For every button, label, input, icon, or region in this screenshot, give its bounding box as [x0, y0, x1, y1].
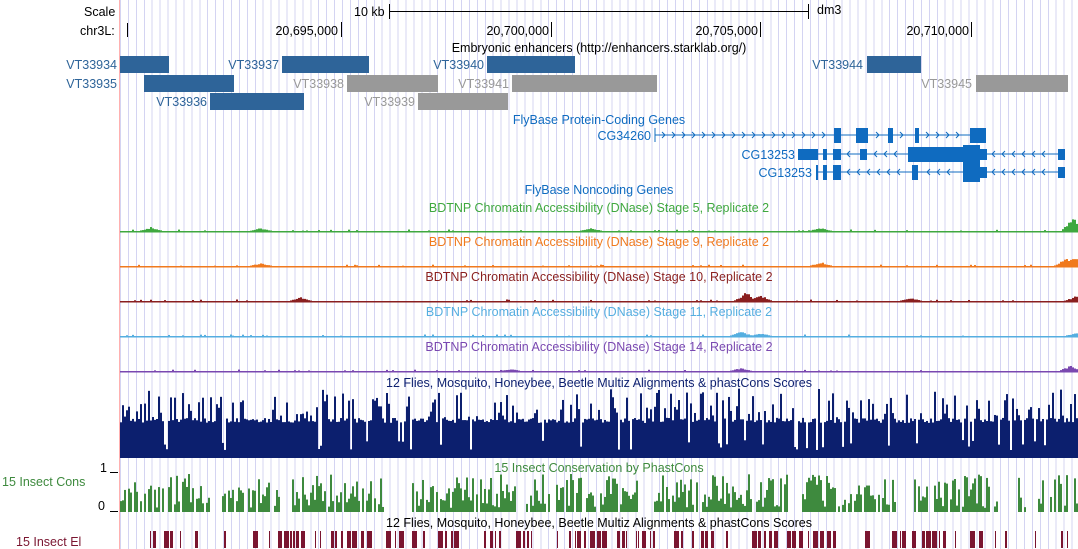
phastcons-track-title[interactable]: 15 Insect Conservation by PhastCons	[494, 461, 704, 475]
elements-track-title[interactable]: 12 Flies, Mosquito, Honeybee, Beetle Mul…	[386, 516, 812, 530]
scale-label: Scale	[84, 5, 116, 19]
enhancers-track-title[interactable]: Embryonic enhancers (http://enhancers.st…	[451, 41, 747, 55]
dnase-stage14-signal[interactable]	[120, 355, 1078, 373]
elements-side-label[interactable]: 15 Insect El	[16, 535, 82, 549]
phastcons-axis-min: 0	[98, 499, 105, 513]
assembly-label: dm3	[817, 3, 842, 17]
gene-label-cg13253[interactable]: CG13253	[741, 148, 795, 162]
enhancer-label-vt33945[interactable]: VT33945	[921, 77, 972, 91]
scale-bar-right-tick	[808, 4, 809, 19]
enhancer-vt33939[interactable]	[418, 93, 508, 110]
enhancer-label-vt33937[interactable]: VT33937	[228, 58, 279, 72]
left-margin-divider	[119, 0, 120, 549]
phastcons-side-label[interactable]: 15 Insect Cons	[2, 475, 86, 489]
phastcons-axis-min-tick	[110, 511, 118, 512]
phastcons-axis-max-tick	[110, 472, 118, 473]
enhancer-label-vt33934[interactable]: VT33934	[66, 58, 117, 72]
gene-model-cg34260	[654, 128, 986, 143]
phastcons-axis-max: 1	[100, 461, 107, 475]
ruler-tick	[341, 22, 342, 37]
enhancer-label-vt33935[interactable]: VT33935	[66, 77, 117, 91]
dnase-stage11-signal[interactable]	[120, 320, 1078, 338]
enhancer-label-vt33939[interactable]: VT33939	[364, 95, 415, 109]
dnase-stage5-signal[interactable]	[120, 215, 1078, 233]
multiz-track-title[interactable]: 12 Flies, Mosquito, Honeybee, Beetle Mul…	[386, 376, 812, 390]
enhancer-vt33941[interactable]	[512, 75, 657, 92]
position-label: 20,705,000	[695, 24, 758, 38]
enhancer-label-vt33936[interactable]: VT33936	[156, 95, 207, 109]
multiz-conservation-histogram[interactable]	[120, 388, 1078, 460]
gene-model-cg13253	[798, 145, 1065, 164]
conserved-elements-track[interactable]	[120, 531, 1078, 549]
position-label: 20,695,000	[275, 24, 338, 38]
enhancer-label-vt33944[interactable]: VT33944	[812, 58, 863, 72]
noncoding-track-title[interactable]: FlyBase Noncoding Genes	[524, 183, 674, 197]
enhancer-vt33937[interactable]	[282, 56, 369, 73]
enhancer-vt33936[interactable]	[210, 93, 304, 110]
ruler-tick	[971, 22, 972, 37]
scale-bar-label: 10 kb	[354, 5, 385, 19]
chrom-label: chr3L:	[80, 24, 115, 38]
dnase-stage10-signal[interactable]	[120, 285, 1078, 303]
ruler-tick	[551, 22, 552, 37]
ruler-tick	[127, 23, 128, 37]
enhancer-vt33945[interactable]	[976, 75, 1068, 92]
dnase-stage9-title[interactable]: BDTNP Chromatin Accessibility (DNase) St…	[428, 235, 770, 249]
dnase-stage11-title[interactable]: BDTNP Chromatin Accessibility (DNase) St…	[425, 305, 773, 319]
dnase-stage10-title[interactable]: BDTNP Chromatin Accessibility (DNase) St…	[425, 270, 773, 284]
position-label: 20,700,000	[486, 24, 549, 38]
dnase-stage5-title[interactable]: BDTNP Chromatin Accessibility (DNase) St…	[428, 201, 770, 215]
enhancer-vt33935[interactable]	[144, 75, 234, 92]
ruler-tick	[760, 22, 761, 37]
scale-bar	[390, 11, 809, 12]
enhancer-vt33940[interactable]	[487, 56, 575, 73]
dnase-stage14-title[interactable]: BDTNP Chromatin Accessibility (DNase) St…	[425, 340, 773, 354]
enhancer-vt33938[interactable]	[347, 75, 438, 92]
gene-label-cg13253-isoform[interactable]: CG13253	[758, 166, 812, 180]
enhancer-label-vt33940[interactable]: VT33940	[433, 58, 484, 72]
phastcons-histogram[interactable]	[120, 473, 1078, 513]
position-label: 20,710,000	[906, 24, 969, 38]
enhancer-vt33944[interactable]	[867, 56, 921, 73]
gene-model-cg13253-isoform	[816, 163, 1065, 182]
enhancer-label-vt33938[interactable]: VT33938	[293, 77, 344, 91]
scale-bar-left-tick	[389, 4, 390, 19]
enhancer-vt33934[interactable]	[120, 56, 169, 73]
genes-track-title[interactable]: FlyBase Protein-Coding Genes	[512, 113, 686, 127]
enhancer-label-vt33941[interactable]: VT33941	[458, 77, 509, 91]
dnase-stage9-signal[interactable]	[120, 250, 1078, 268]
gene-label-cg34260[interactable]: CG34260	[597, 129, 651, 143]
